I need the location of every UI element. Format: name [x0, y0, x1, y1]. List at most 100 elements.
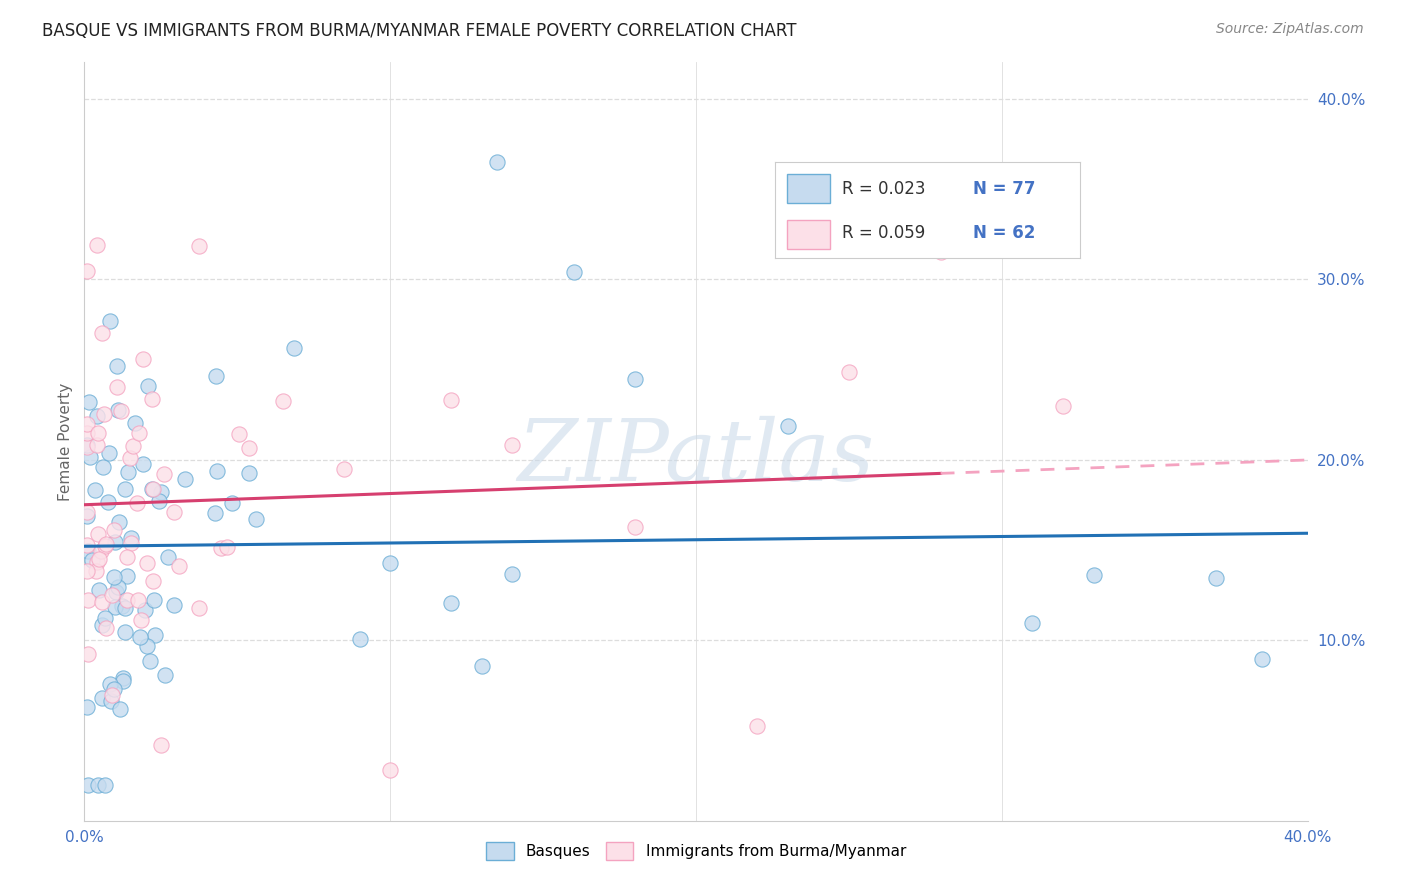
Point — [114, 625, 136, 640]
Point — [149, 485, 172, 500]
Point — [93, 539, 115, 553]
Text: N = 62: N = 62 — [973, 224, 1036, 242]
Point — [238, 442, 260, 456]
Point — [76, 426, 98, 441]
Point — [93, 407, 115, 421]
Point — [76, 509, 98, 524]
Point — [94, 621, 117, 635]
Point — [110, 404, 132, 418]
Point — [624, 371, 647, 385]
Point — [117, 592, 139, 607]
Point — [838, 365, 860, 379]
Point — [79, 450, 101, 465]
Point — [103, 681, 125, 696]
Point — [283, 341, 305, 355]
Point — [107, 359, 129, 373]
Point — [76, 264, 98, 278]
Point — [132, 351, 155, 366]
Point — [1083, 567, 1105, 582]
Point — [624, 520, 647, 534]
Point — [204, 506, 226, 520]
Point — [101, 588, 124, 602]
Point — [188, 601, 211, 615]
Point — [82, 553, 104, 567]
Point — [173, 472, 195, 486]
Point — [153, 668, 176, 682]
Point — [96, 537, 118, 551]
Text: R = 0.059: R = 0.059 — [842, 224, 925, 242]
Point — [205, 369, 228, 384]
Point — [86, 237, 108, 252]
Point — [103, 534, 125, 549]
Point — [221, 496, 243, 510]
Point — [929, 245, 952, 260]
Point — [120, 532, 142, 546]
Point — [562, 264, 585, 278]
Legend: Basques, Immigrants from Burma/Myanmar: Basques, Immigrants from Burma/Myanmar — [479, 836, 912, 866]
Point — [98, 677, 121, 691]
Point — [122, 439, 145, 453]
Point — [103, 523, 125, 537]
Point — [205, 464, 228, 478]
Point — [97, 494, 120, 508]
Point — [217, 540, 239, 554]
Point — [77, 778, 100, 792]
Point — [440, 392, 463, 407]
Point — [143, 628, 166, 642]
Point — [114, 601, 136, 615]
Point — [349, 632, 371, 646]
Point — [91, 326, 114, 341]
Point — [108, 702, 131, 716]
Point — [169, 558, 191, 573]
Point — [1250, 652, 1272, 666]
Point — [228, 427, 250, 442]
Point — [86, 555, 108, 569]
Point — [118, 450, 141, 465]
Point — [107, 403, 129, 417]
Point — [94, 778, 117, 792]
Point — [76, 505, 98, 519]
Point — [114, 482, 136, 496]
Point — [91, 459, 114, 474]
Point — [101, 688, 124, 702]
Point — [143, 593, 166, 607]
Point — [76, 648, 98, 662]
Point — [111, 674, 134, 689]
Point — [150, 738, 173, 752]
Point — [108, 515, 131, 529]
Point — [77, 593, 100, 607]
Text: N = 77: N = 77 — [973, 180, 1036, 198]
Point — [89, 552, 111, 566]
Point — [440, 596, 463, 610]
Point — [209, 541, 232, 556]
Point — [115, 569, 138, 583]
Point — [245, 512, 267, 526]
Point — [380, 763, 402, 777]
Point — [127, 593, 149, 607]
Text: BASQUE VS IMMIGRANTS FROM BURMA/MYANMAR FEMALE POVERTY CORRELATION CHART: BASQUE VS IMMIGRANTS FROM BURMA/MYANMAR … — [42, 22, 797, 40]
Point — [105, 585, 128, 599]
Point — [90, 544, 112, 558]
Point — [188, 239, 211, 253]
Point — [136, 556, 159, 570]
Point — [776, 419, 799, 434]
Point — [91, 595, 114, 609]
Point — [142, 574, 165, 588]
Point — [76, 564, 98, 578]
Point — [1052, 399, 1074, 413]
Point — [76, 538, 98, 552]
Point — [141, 392, 163, 407]
Point — [128, 426, 150, 441]
Point — [486, 154, 509, 169]
Point — [76, 441, 98, 455]
Point — [115, 550, 138, 565]
Point — [502, 438, 524, 452]
Point — [136, 379, 159, 393]
Point — [139, 654, 162, 668]
Point — [84, 483, 107, 497]
Point — [98, 445, 121, 459]
Y-axis label: Female Poverty: Female Poverty — [58, 383, 73, 500]
Point — [162, 505, 184, 519]
Point — [105, 380, 128, 394]
Point — [238, 467, 260, 481]
